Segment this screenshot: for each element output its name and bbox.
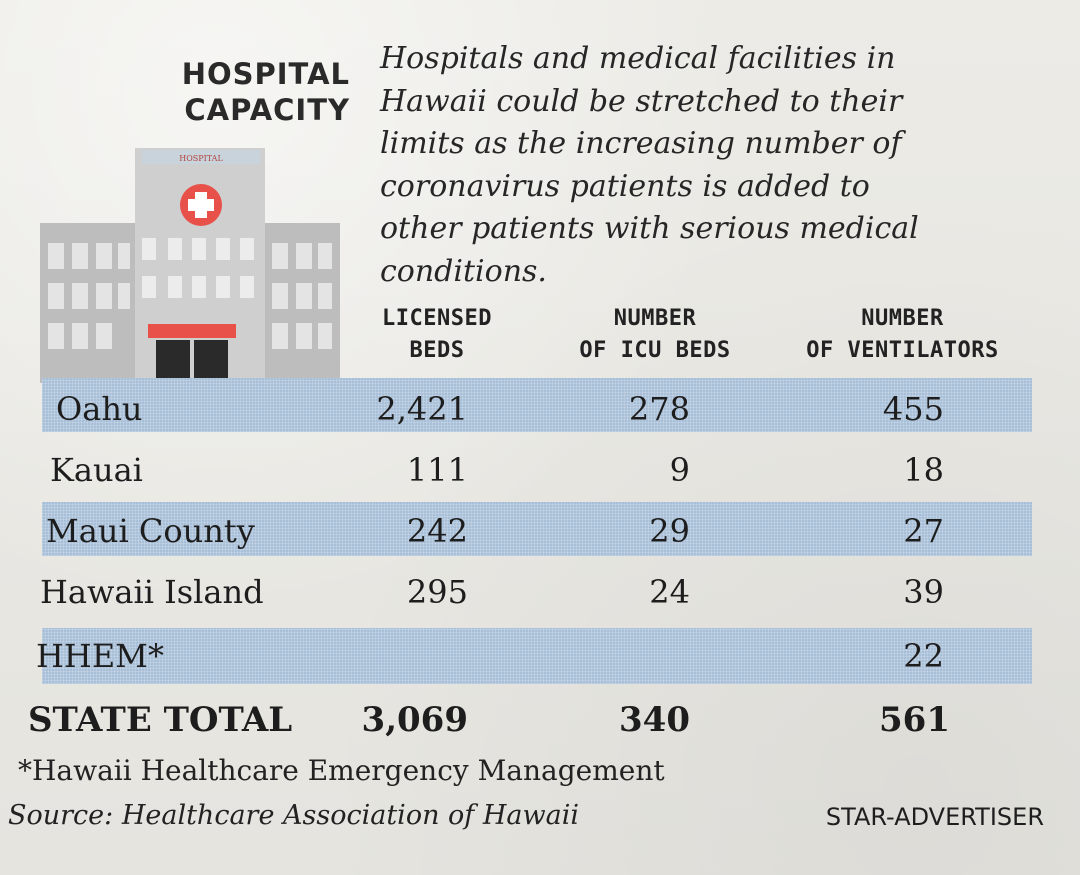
title-line-2: CAPACITY	[184, 93, 350, 127]
table-row: Maui County 242 29 27	[0, 502, 1080, 556]
column-header-line: BEDS	[409, 338, 465, 363]
intro-line: coronavirus patients is added to	[380, 168, 870, 204]
total-icu-beds: 340	[619, 700, 690, 740]
page-title: HOSPITAL CAPACITY	[120, 56, 350, 128]
icu-beds-value: 24	[649, 573, 690, 611]
ventilators-value: 22	[903, 637, 944, 675]
footnote: *Hawaii Healthcare Emergency Management	[18, 754, 665, 787]
icu-beds-value: 278	[628, 390, 690, 428]
intro-line: conditions.	[380, 253, 547, 289]
column-header-icu-beds: NUMBER OF ICU BEDS	[565, 303, 745, 367]
icu-beds-value: 9	[669, 451, 690, 489]
hospital-building-icon: HOSPITAL	[40, 148, 340, 383]
intro-line: Hospitals and medical facilities in	[380, 41, 896, 76]
table-row: Hawaii Island 295 24 39	[0, 563, 1080, 617]
table-row: HHEM* 22	[0, 627, 1080, 681]
source-line: Source: Healthcare Association of Hawaii	[8, 800, 579, 831]
column-header-licensed-beds: LICENSED BEDS	[362, 303, 512, 367]
licensed-beds-value: 295	[406, 573, 468, 611]
row-label: Hawaii Island	[40, 573, 264, 611]
ventilators-value: 39	[903, 573, 944, 611]
table-row: Kauai 111 9 18	[0, 441, 1080, 495]
column-header-line: OF VENTILATORS	[806, 338, 999, 363]
column-header-line: NUMBER	[613, 306, 697, 331]
intro-line: Hawaii could be stretched to their	[380, 83, 903, 119]
column-header-line: OF ICU BEDS	[579, 338, 731, 363]
column-header-line: NUMBER	[861, 306, 944, 331]
icu-beds-value: 29	[649, 512, 690, 550]
row-shading-band	[42, 378, 1032, 432]
intro-paragraph: Hospitals and medical facilities in Hawa…	[380, 38, 1000, 293]
ventilators-value: 455	[882, 390, 944, 428]
licensed-beds-value: 111	[406, 451, 468, 489]
column-header-ventilators: NUMBER OF VENTILATORS	[790, 303, 1015, 367]
intro-line: limits as the increasing number of	[380, 126, 902, 161]
state-total-row: STATE TOTAL 3,069 340 561	[0, 690, 1080, 744]
row-label: Maui County	[46, 512, 255, 550]
licensed-beds-value: 242	[406, 512, 468, 550]
hospital-sign-text: HOSPITAL	[179, 154, 223, 163]
ventilators-value: 27	[903, 512, 944, 550]
publisher-credit: STAR-ADVERTISER	[825, 803, 1044, 831]
total-ventilators: 561	[879, 700, 950, 740]
row-shading-band	[42, 502, 1032, 556]
title-line-1: HOSPITAL	[181, 57, 350, 91]
row-label: Kauai	[50, 451, 143, 489]
table-row: Oahu 2,421 278 455	[0, 380, 1080, 434]
intro-line: other patients with serious medical	[380, 211, 919, 246]
ventilators-value: 18	[903, 451, 944, 489]
state-total-label: STATE TOTAL	[28, 700, 293, 740]
row-label: Oahu	[56, 390, 143, 428]
row-label: HHEM*	[36, 637, 164, 675]
column-header-line: LICENSED	[382, 306, 492, 331]
row-shading-band	[42, 628, 1032, 684]
licensed-beds-value: 2,421	[376, 390, 468, 428]
total-licensed-beds: 3,069	[361, 700, 468, 740]
